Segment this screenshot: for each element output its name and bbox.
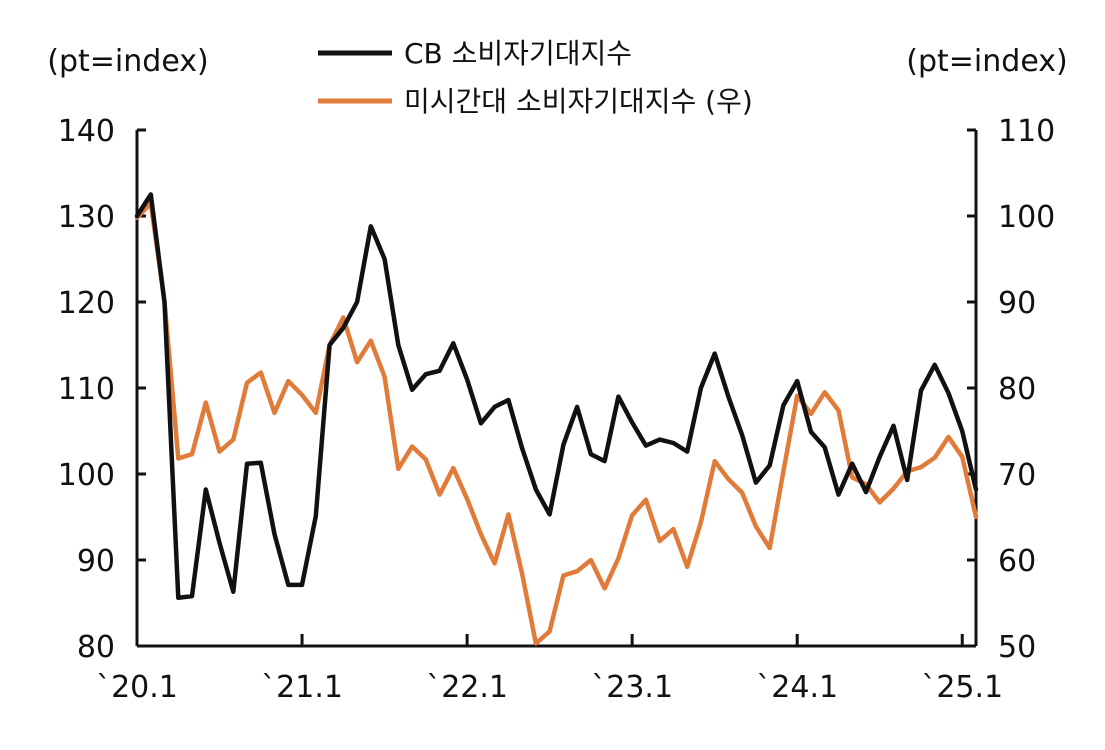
legend: CB 소비자기대지수 미시간대 소비자기대지수 (우) bbox=[318, 37, 753, 118]
axes: 80 90 100 110 120 130 140 50 60 70 80 90 100 110 `20.1… bbox=[58, 114, 1056, 705]
left-tick-label: 100 bbox=[58, 458, 115, 493]
x-tick-label: `24.1 bbox=[756, 670, 838, 705]
x-tick-label: `21.1 bbox=[261, 670, 343, 705]
left-tick-label: 130 bbox=[58, 200, 115, 235]
right-tick-label: 60 bbox=[998, 544, 1036, 579]
left-tick-label: 120 bbox=[58, 286, 115, 321]
right-tick-label: 100 bbox=[998, 200, 1055, 235]
left-tick-label: 140 bbox=[58, 114, 115, 149]
legend-label-michigan: 미시간대 소비자기대지수 (우) bbox=[404, 85, 753, 118]
x-tick-label: `20.1 bbox=[96, 670, 178, 705]
series-line-cb bbox=[134, 192, 979, 601]
right-tick-label: 110 bbox=[998, 114, 1055, 149]
right-axis-unit: (pt=index) bbox=[906, 44, 1067, 79]
left-axis-unit: (pt=index) bbox=[47, 44, 208, 79]
right-tick-label: 90 bbox=[998, 286, 1036, 321]
left-tick-label: 90 bbox=[77, 544, 115, 579]
left-tick-label: 80 bbox=[77, 630, 115, 665]
series-layer bbox=[134, 192, 979, 646]
series-line-michigan bbox=[134, 200, 979, 646]
x-tick-label: `23.1 bbox=[591, 670, 673, 705]
x-tick-label: `25.1 bbox=[921, 670, 1003, 705]
right-tick-label: 50 bbox=[998, 630, 1036, 665]
right-tick-label: 70 bbox=[998, 458, 1036, 493]
x-tick-label: `22.1 bbox=[426, 670, 508, 705]
legend-label-cb: CB 소비자기대지수 bbox=[404, 37, 632, 70]
right-tick-label: 80 bbox=[998, 372, 1036, 407]
left-tick-label: 110 bbox=[58, 372, 115, 407]
